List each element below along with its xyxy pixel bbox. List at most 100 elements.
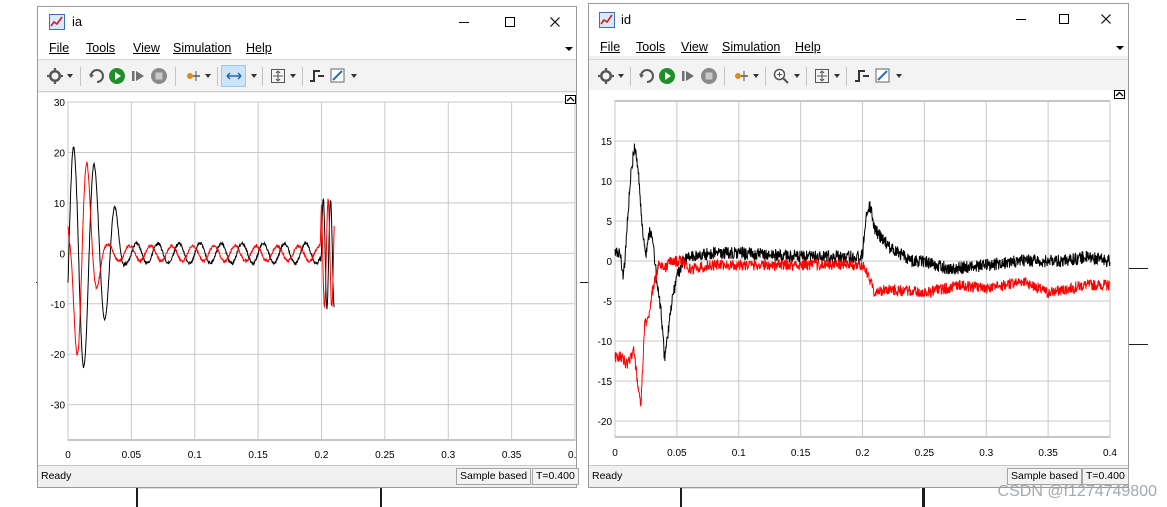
x-tick-label: 0.15 xyxy=(791,448,811,459)
settings-gear-icon[interactable] xyxy=(46,67,64,85)
chevron-down-icon[interactable] xyxy=(834,74,840,78)
settings-gear-icon[interactable] xyxy=(597,67,615,85)
menu-file[interactable]: File xyxy=(49,41,70,55)
sample-based-label: Sample based xyxy=(1007,468,1083,485)
scope-window-id: id File Tools View Simulation Help xyxy=(588,3,1129,488)
minimize-button[interactable] xyxy=(441,7,487,37)
background-line xyxy=(580,282,588,283)
scope-app-icon xyxy=(599,12,615,28)
minimize-icon xyxy=(459,22,469,23)
toolbar-separator xyxy=(724,67,725,86)
menu-help[interactable]: Help xyxy=(246,41,272,55)
run-icon[interactable] xyxy=(658,67,676,85)
menu-view[interactable]: View xyxy=(681,40,708,54)
chevron-down-icon[interactable] xyxy=(290,74,296,78)
title-bar: ia xyxy=(38,7,576,37)
minimize-button[interactable] xyxy=(998,4,1044,34)
sample-based-label: Sample based xyxy=(456,468,532,485)
chevron-down-icon[interactable] xyxy=(251,74,257,78)
menu-help[interactable]: Help xyxy=(795,40,821,54)
close-button[interactable] xyxy=(532,7,578,37)
menu-simulation[interactable]: Simulation xyxy=(173,41,232,55)
x-tick-label: 0.05 xyxy=(667,448,687,459)
menu-simulation[interactable]: Simulation xyxy=(722,40,781,54)
close-button[interactable] xyxy=(1083,4,1129,34)
chevron-down-icon[interactable] xyxy=(205,74,211,78)
undock-icon[interactable] xyxy=(1114,90,1125,99)
undock-icon[interactable] xyxy=(565,95,576,104)
x-tick-label: 0.2 xyxy=(856,448,870,459)
triggers-icon[interactable] xyxy=(308,67,326,85)
menu-tools[interactable]: Tools xyxy=(86,41,116,55)
background-line xyxy=(1128,344,1148,345)
toolbar-separator xyxy=(806,67,807,86)
x-tick-label: 0.2 xyxy=(315,450,329,461)
chevron-down-icon[interactable] xyxy=(753,74,759,78)
run-icon[interactable] xyxy=(108,67,126,85)
toolbar-separator xyxy=(302,67,303,86)
menu-expand-icon[interactable] xyxy=(565,46,573,52)
measurements-icon[interactable] xyxy=(329,67,347,85)
y-tick-label: -30 xyxy=(51,401,66,412)
chevron-down-icon[interactable] xyxy=(794,74,800,78)
chevron-down-icon[interactable] xyxy=(351,74,357,78)
toolbar xyxy=(38,59,576,92)
step-back-icon[interactable] xyxy=(88,67,106,85)
highlight-signal-icon[interactable] xyxy=(184,67,202,85)
stop-icon[interactable] xyxy=(700,67,718,85)
y-tick-label: 30 xyxy=(54,98,66,109)
maximize-icon xyxy=(505,17,515,27)
stop-icon[interactable] xyxy=(150,67,168,85)
x-tick-label: 0.25 xyxy=(915,448,935,459)
maximize-button[interactable] xyxy=(487,7,533,37)
fit-to-view-icon[interactable] xyxy=(813,67,831,85)
y-tick-label: 0 xyxy=(59,249,65,260)
menu-view[interactable]: View xyxy=(133,41,160,55)
line-chart: 0 0.05 0.1 0.15 0.2 0.25 0.3 0.35 0.4 -20 -15 -10 -5… xyxy=(598,100,1117,459)
toolbar xyxy=(589,59,1128,92)
minimize-icon xyxy=(1016,19,1026,20)
menu-file[interactable]: File xyxy=(600,40,621,54)
chevron-down-icon[interactable] xyxy=(618,74,624,78)
y-tick-label: 5 xyxy=(606,217,612,228)
measurements-icon[interactable] xyxy=(874,67,892,85)
y-tick-label: -20 xyxy=(598,417,613,428)
chevron-down-icon[interactable] xyxy=(67,74,73,78)
chevron-down-icon[interactable] xyxy=(896,74,902,78)
y-tick-label: -10 xyxy=(51,300,66,311)
status-text: Ready xyxy=(41,470,72,482)
toolbar-separator xyxy=(175,67,176,86)
background-line xyxy=(380,488,382,507)
background-line xyxy=(682,488,920,489)
watermark: CSDN @f1274749800 xyxy=(997,483,1157,500)
highlight-signal-icon[interactable] xyxy=(732,67,750,85)
menu-expand-icon[interactable] xyxy=(1116,45,1124,51)
scope-window-ia: ia File Tools View Simulation Help xyxy=(37,6,579,488)
maximize-button[interactable] xyxy=(1041,4,1087,34)
x-tick-label: 0.15 xyxy=(248,450,268,461)
x-tick-label: 0.3 xyxy=(979,448,993,459)
triggers-icon[interactable] xyxy=(853,67,871,85)
time-label: T=0.400 xyxy=(532,468,579,485)
background-line xyxy=(680,488,682,507)
zoom-x-icon xyxy=(226,72,242,80)
y-tick-label: -5 xyxy=(603,297,612,308)
scope-app-icon xyxy=(49,14,65,30)
step-forward-icon[interactable] xyxy=(679,67,697,85)
x-tick-label: 0 xyxy=(612,448,618,459)
x-tick-label: 0.35 xyxy=(1038,448,1058,459)
fit-to-view-icon[interactable] xyxy=(269,67,287,85)
toolbar-separator xyxy=(630,67,631,86)
plot-area[interactable]: 0 0.05 0.1 0.15 0.2 0.25 0.3 0.35 0.4 -20 -15 -10 -5… xyxy=(589,90,1128,466)
menu-bar: File Tools View Simulation Help xyxy=(589,34,1128,56)
y-tick-label: 0 xyxy=(606,257,612,268)
plot-area[interactable]: 0 0.05 0.1 0.15 0.2 0.25 0.3 0.35 0.4 -30 -20 -10 0 1… xyxy=(38,93,576,466)
menu-tools[interactable]: Tools xyxy=(636,40,666,54)
zoom-in-icon[interactable] xyxy=(772,67,790,85)
step-forward-icon[interactable] xyxy=(129,67,147,85)
background-line xyxy=(138,488,378,489)
menu-bar: File Tools View Simulation Help xyxy=(38,37,576,59)
y-tick-label: -20 xyxy=(51,350,66,361)
x-tick-label: 0.1 xyxy=(188,450,202,461)
step-back-icon[interactable] xyxy=(638,67,656,85)
